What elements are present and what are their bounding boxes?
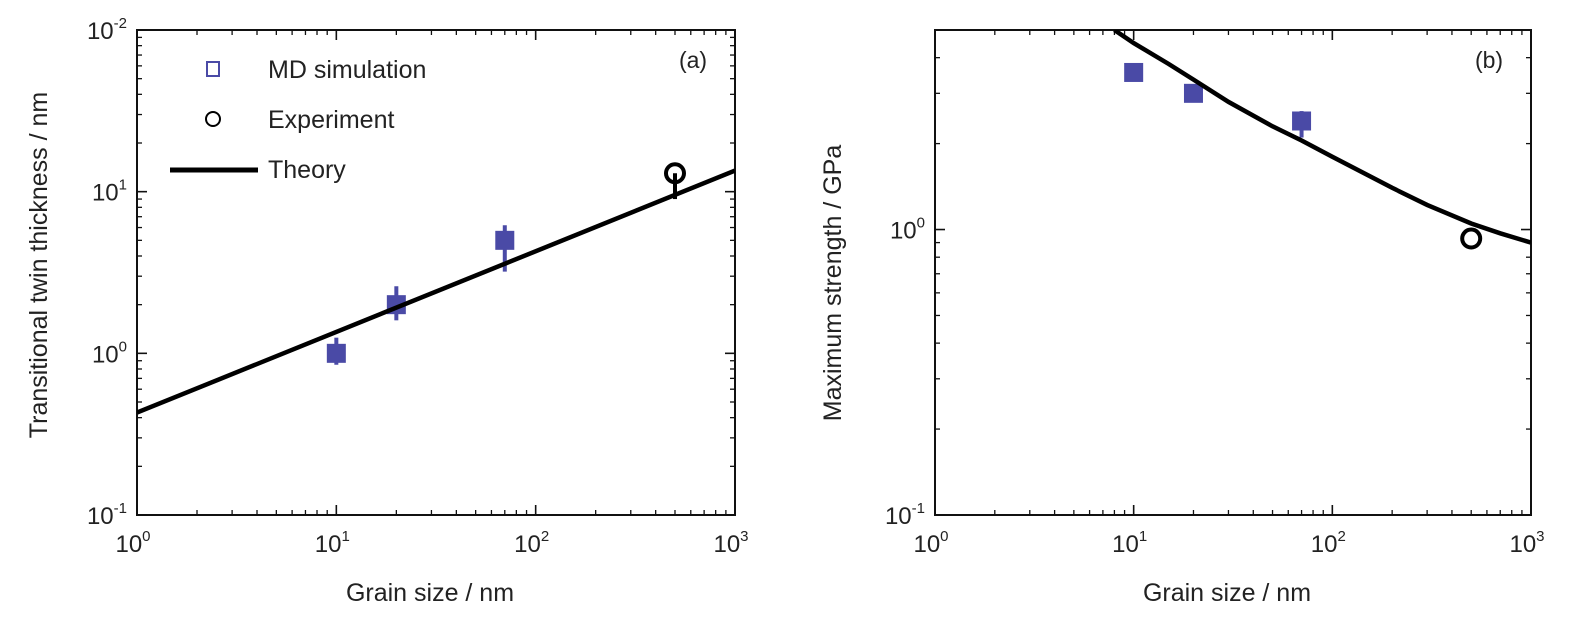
y-tick-exponent: -1 [912,500,925,517]
x-tick-base: 10 [913,531,940,558]
y-tick-label: 100 [92,338,127,368]
x-tick-base: 10 [315,531,342,558]
y-tick-label: 101 [92,177,127,207]
legend-label: Theory [268,156,346,184]
x-tick-exponent: 3 [1536,528,1544,545]
x-tick-exponent: 0 [142,528,150,545]
x-tick-label: 100 [115,528,150,558]
y-tick-base: 10 [885,503,912,530]
x-tick-label: 101 [315,528,350,558]
legend-label: Experiment [268,106,394,134]
x-tick-label: 101 [1112,528,1147,558]
experiment-point [1460,227,1483,250]
experiment-point [663,162,686,185]
x-tick-base: 10 [1509,531,1536,558]
plot-frame [934,29,1532,516]
x-tick-exponent: 2 [1338,528,1346,545]
y-tick-exponent: -2 [114,15,127,32]
x-tick-label: 103 [713,528,748,558]
panel-label: (a) [679,47,707,73]
x-tick-exponent: 3 [740,528,748,545]
x-tick-base: 10 [713,531,740,558]
y-tick-label: 10-2 [87,15,127,45]
y-axis-label: Maximum strength / GPa [819,145,847,422]
md-simulation-point [495,230,515,250]
md-simulation-point [1183,83,1203,103]
x-axis-label: Grain size / nm [346,579,514,607]
y-tick-base: 10 [92,180,119,207]
x-tick-label: 102 [514,528,549,558]
y-tick-exponent: 0 [119,338,127,355]
y-tick-label: 10-1 [87,500,127,530]
y-tick-exponent: -1 [114,500,127,517]
md-simulation-point [1124,62,1144,82]
y-tick-label: 100 [890,215,925,245]
x-tick-exponent: 1 [342,528,350,545]
legend-experiment-marker [205,111,221,127]
x-tick-exponent: 1 [1139,528,1147,545]
x-tick-base: 10 [115,531,142,558]
plot-frame [136,29,736,516]
y-tick-base: 10 [87,503,114,530]
legend-md-marker [206,61,220,77]
x-tick-exponent: 2 [541,528,549,545]
y-tick-base: 10 [92,341,119,368]
y-tick-base: 10 [87,18,114,45]
y-tick-exponent: 0 [917,215,925,232]
panel-label: (b) [1475,47,1503,73]
x-tick-base: 10 [1311,531,1338,558]
y-tick-base: 10 [890,218,917,245]
y-tick-label: 10-1 [885,500,925,530]
md-simulation-point [326,343,346,363]
x-axis-label: Grain size / nm [1143,579,1311,607]
y-axis-label: Transitional twin thickness / nm [25,92,53,438]
x-tick-label: 102 [1311,528,1346,558]
x-tick-base: 10 [1112,531,1139,558]
y-tick-exponent: 1 [119,177,127,194]
x-tick-exponent: 0 [940,528,948,545]
legend-label: MD simulation [268,56,426,84]
x-tick-base: 10 [514,531,541,558]
x-tick-label: 100 [913,528,948,558]
theory-curve [1113,30,1531,245]
x-tick-label: 103 [1509,528,1544,558]
theory-curve [137,168,735,415]
md-simulation-point [1292,111,1312,131]
